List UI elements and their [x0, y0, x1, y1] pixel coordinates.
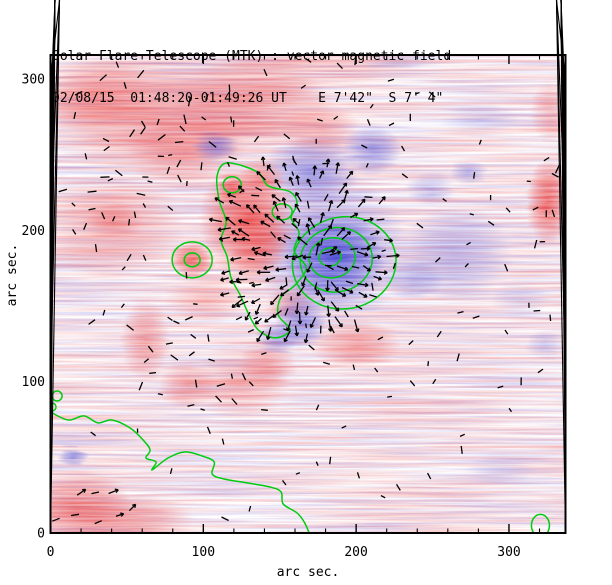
y-tick-label: 300: [22, 73, 45, 88]
axis-tick-labels: 0 100 200 300 0 100 200 300: [22, 73, 521, 560]
title-block: Solar Flare Telescope (MTK) : vector mag…: [52, 22, 451, 134]
transverse-field-vectors: [52, 57, 561, 525]
x-tick-label: 100: [192, 545, 215, 560]
y-tick-label: 100: [22, 375, 45, 390]
y-axis-title: arc sec.: [5, 243, 20, 307]
scanline-texture: [50, 55, 566, 533]
y-tick-label: 200: [22, 224, 45, 239]
figure-subtitle: 02/08/15 01:48:20-01:49:26 UT E 7'42" S …: [52, 91, 444, 106]
x-tick-label: 0: [47, 545, 55, 560]
x-tick-label: 200: [344, 545, 367, 560]
axis-ticks: [49, 0, 567, 534]
contour-neutral-line: [50, 411, 310, 533]
y-tick-label: 0: [37, 527, 45, 542]
x-tick-label: 300: [497, 545, 520, 560]
x-axis-title: arc sec.: [276, 565, 340, 580]
figure-title: Solar Flare Telescope (MTK) : vector mag…: [52, 49, 452, 64]
